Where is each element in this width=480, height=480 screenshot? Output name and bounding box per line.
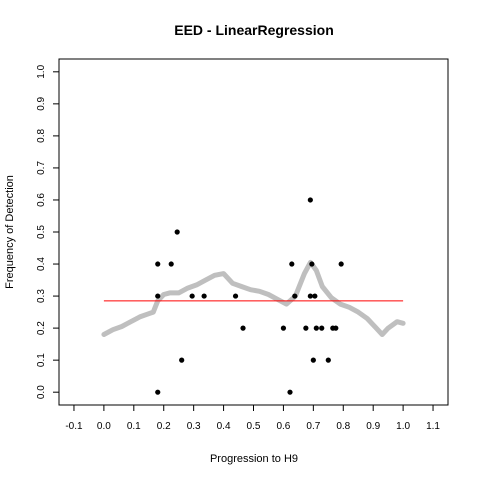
y-axis: 0.0 0.1 0.2 0.3 0.4 0.5 0.6 0.7 0.8 0.9 1.0 [36, 64, 59, 399]
data-point-6 [189, 293, 195, 299]
smooth-curve [101, 259, 406, 337]
data-point-9 [240, 325, 246, 331]
data-point-20 [313, 325, 319, 331]
data-point-7 [201, 293, 207, 299]
y-tick-label-4: 0.4 [36, 257, 47, 271]
data-point-2 [155, 389, 161, 395]
y-tick-label-1: 0.1 [36, 353, 47, 367]
x-tick-label-3: 0.2 [157, 421, 171, 432]
data-points [155, 197, 344, 395]
y-tick-label-3: 0.3 [36, 289, 47, 303]
x-tick-label-4: 0.3 [187, 421, 201, 432]
data-point-25 [338, 261, 344, 267]
data-point-19 [312, 293, 318, 299]
chart-title: EED - LinearRegression [174, 22, 334, 38]
y-tick-label-7: 0.7 [36, 161, 47, 175]
y-tick-label-5: 0.5 [36, 225, 47, 239]
data-point-5 [179, 357, 185, 363]
x-tick-label-7: 0.6 [276, 421, 290, 432]
data-point-18 [310, 357, 316, 363]
data-point-1 [155, 293, 161, 299]
data-point-0 [155, 261, 161, 267]
x-tick-label-2: 0.1 [127, 421, 141, 432]
data-point-21 [319, 325, 325, 331]
data-point-16 [307, 293, 313, 299]
data-point-4 [174, 229, 180, 235]
data-point-11 [287, 389, 293, 395]
data-point-8 [232, 293, 239, 299]
x-tick-label-5: 0.4 [217, 421, 231, 432]
x-tick-label-0: -0.1 [65, 421, 83, 432]
x-tick-label-11: 1.0 [396, 421, 410, 432]
smooth-curve-line [101, 259, 406, 337]
x-tick-label-8: 0.7 [306, 421, 320, 432]
data-point-22 [325, 357, 331, 363]
y-tick-label-9: 0.9 [36, 96, 47, 110]
data-point-14 [303, 325, 309, 331]
y-axis-label: Frequency of Detection [4, 175, 16, 289]
x-axis-label: Progression to H9 [210, 453, 298, 465]
y-tick-label-6: 0.6 [36, 193, 47, 207]
plot-frame [58, 58, 449, 406]
y-tick-label-10: 1.0 [36, 64, 47, 78]
y-tick-label-2: 0.2 [36, 321, 47, 335]
data-point-12 [289, 261, 295, 267]
data-point-24 [333, 325, 339, 331]
data-point-13 [292, 293, 298, 299]
x-tick-label-10: 0.9 [366, 421, 380, 432]
y-tick-label-0: 0.0 [36, 385, 47, 399]
x-axis: -0.1 0.0 0.1 0.2 0.3 0.4 0.5 0.6 0.7 0.8 0.9 1.0 1.1 [65, 405, 440, 432]
x-tick-label-1: 0.0 [97, 421, 111, 432]
x-tick-label-9: 0.8 [336, 421, 350, 432]
x-tick-label-12: 1.1 [426, 421, 440, 432]
data-point-15 [307, 197, 313, 203]
data-point-3 [168, 261, 174, 267]
data-point-17 [309, 261, 315, 267]
y-tick-label-8: 0.8 [36, 129, 47, 143]
data-point-10 [280, 325, 287, 331]
x-tick-label-6: 0.5 [247, 421, 261, 432]
